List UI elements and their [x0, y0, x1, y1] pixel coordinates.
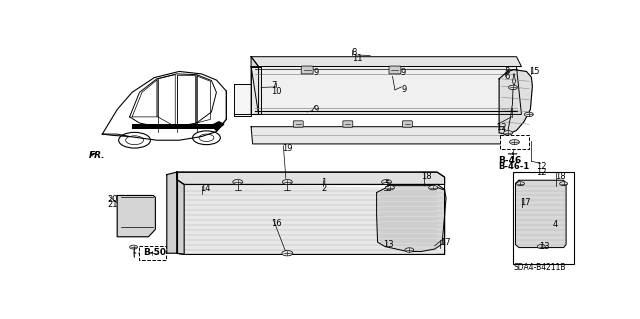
Circle shape: [282, 180, 292, 184]
Text: 6: 6: [504, 72, 509, 81]
Bar: [500, 135, 529, 149]
Text: SDA4-B4211B: SDA4-B4211B: [513, 263, 566, 272]
Polygon shape: [177, 184, 445, 255]
Circle shape: [282, 250, 292, 256]
Circle shape: [516, 182, 524, 186]
Text: 21: 21: [108, 200, 118, 209]
Circle shape: [385, 185, 394, 190]
Text: 13: 13: [383, 240, 394, 249]
Text: 9: 9: [401, 68, 406, 77]
Text: 13: 13: [539, 242, 549, 251]
Text: 7: 7: [271, 81, 276, 90]
Text: 12: 12: [495, 123, 506, 132]
Polygon shape: [251, 57, 522, 67]
Text: 12: 12: [536, 168, 547, 177]
Polygon shape: [117, 196, 156, 237]
Text: 18: 18: [421, 172, 432, 181]
Polygon shape: [251, 57, 259, 115]
Circle shape: [233, 180, 243, 184]
Bar: [138, 246, 166, 260]
Text: 3: 3: [504, 67, 509, 76]
Circle shape: [429, 185, 438, 190]
Circle shape: [381, 180, 392, 184]
FancyBboxPatch shape: [293, 121, 303, 127]
Polygon shape: [167, 172, 184, 255]
Circle shape: [129, 245, 138, 249]
Text: 18: 18: [555, 172, 566, 181]
Polygon shape: [251, 67, 522, 115]
Polygon shape: [251, 67, 261, 115]
Text: B-46-1: B-46-1: [498, 162, 529, 171]
Text: B-50: B-50: [143, 248, 166, 256]
Circle shape: [559, 182, 568, 186]
Polygon shape: [251, 127, 506, 144]
Circle shape: [147, 250, 157, 256]
Text: 12: 12: [536, 162, 547, 171]
Text: 19: 19: [282, 145, 293, 153]
Text: 14: 14: [200, 184, 211, 193]
Circle shape: [538, 245, 545, 249]
FancyBboxPatch shape: [389, 66, 401, 74]
Text: 10: 10: [271, 87, 282, 96]
Text: 5: 5: [385, 180, 390, 189]
Circle shape: [504, 131, 513, 135]
FancyBboxPatch shape: [301, 66, 313, 74]
Text: 17: 17: [520, 198, 531, 207]
Text: 9: 9: [313, 68, 318, 77]
Polygon shape: [499, 70, 532, 135]
Text: 20: 20: [108, 195, 118, 204]
Text: 17: 17: [440, 239, 451, 248]
Text: 16: 16: [271, 219, 282, 228]
Text: B-46: B-46: [498, 156, 522, 165]
Bar: [132, 124, 215, 129]
Text: 11: 11: [352, 54, 362, 63]
Text: 1: 1: [321, 178, 326, 187]
Polygon shape: [177, 172, 445, 184]
Polygon shape: [234, 84, 251, 116]
Text: 2: 2: [321, 184, 326, 193]
Text: 9: 9: [401, 85, 406, 94]
Polygon shape: [211, 122, 224, 130]
Circle shape: [524, 112, 533, 117]
Circle shape: [405, 248, 414, 252]
Circle shape: [509, 140, 520, 145]
Bar: [513, 172, 573, 264]
Polygon shape: [515, 180, 566, 248]
Text: 8: 8: [352, 48, 357, 57]
Circle shape: [509, 85, 518, 90]
FancyBboxPatch shape: [343, 121, 353, 127]
Polygon shape: [376, 186, 446, 251]
Text: 15: 15: [529, 67, 540, 76]
Text: 9: 9: [313, 105, 318, 114]
Text: FR.: FR.: [89, 151, 106, 160]
FancyBboxPatch shape: [403, 121, 412, 127]
Text: 4: 4: [552, 220, 557, 229]
